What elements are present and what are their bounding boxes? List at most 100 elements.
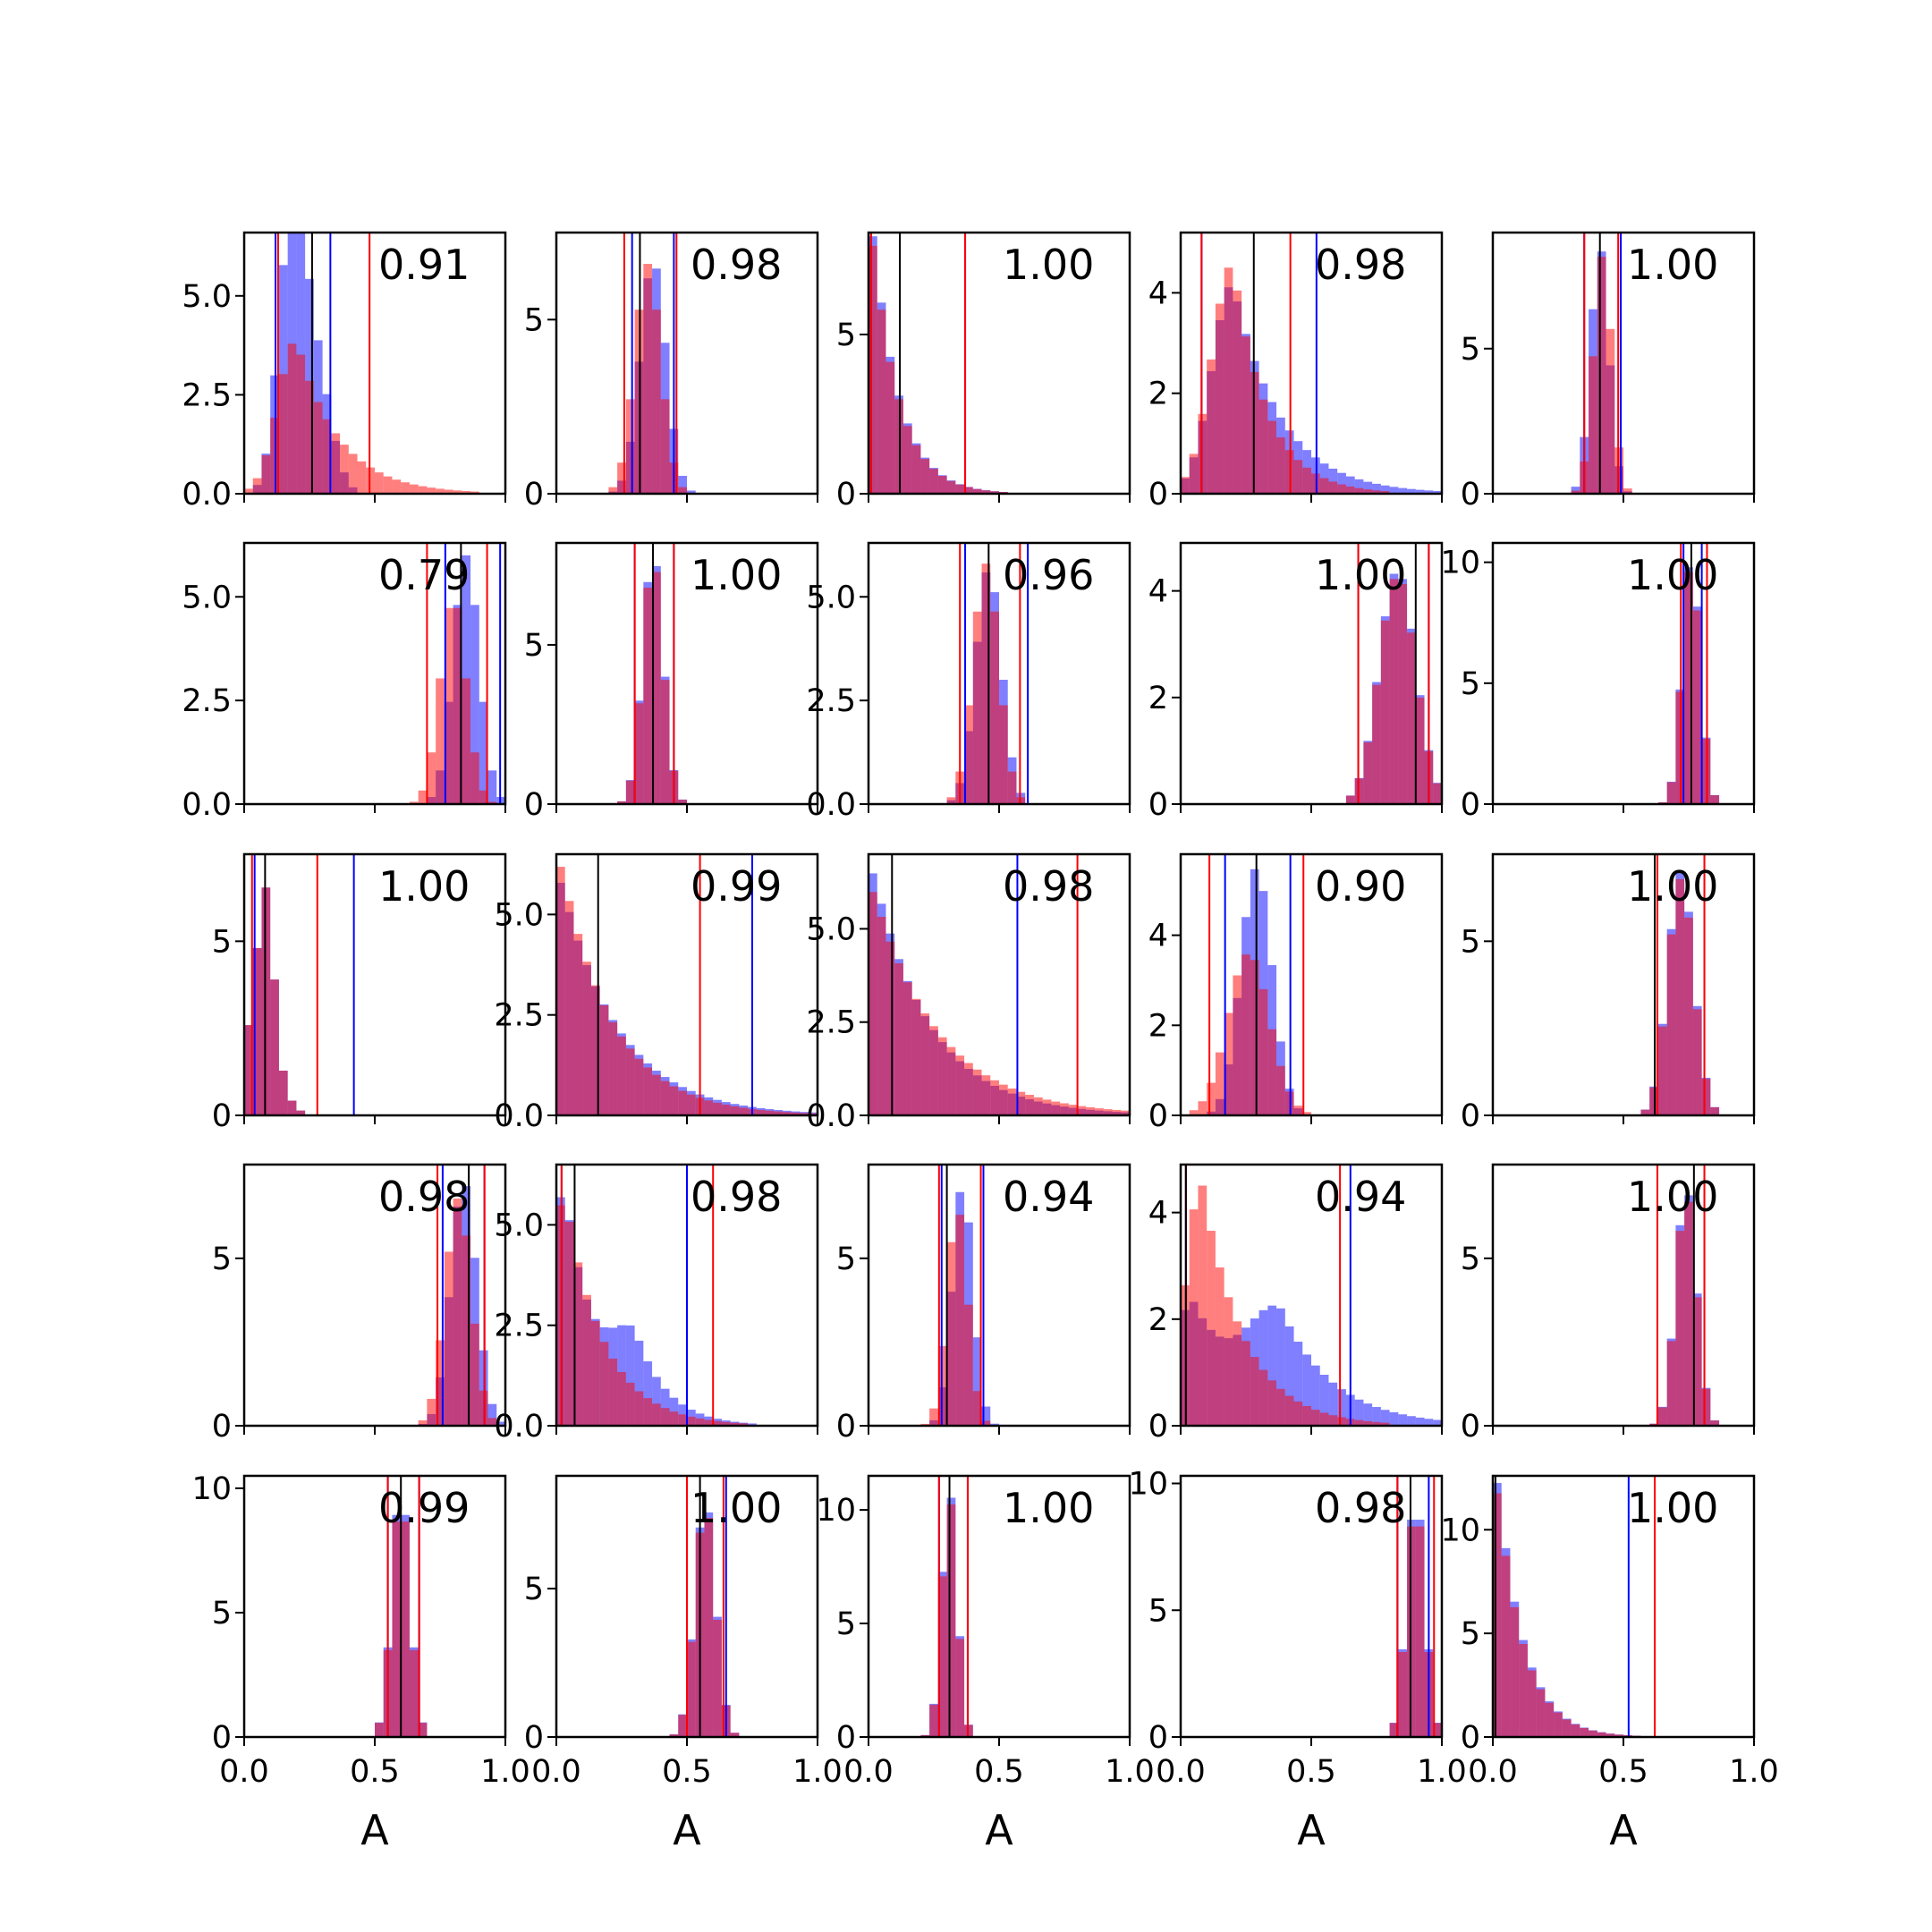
score-label: 0.98: [1003, 862, 1094, 911]
panel-1-5: 051.00: [1461, 231, 1756, 513]
score-label: 1.00: [1627, 551, 1718, 599]
hist-bar-red: [1233, 290, 1242, 494]
hist-bar-red: [470, 1323, 479, 1426]
hist-bar-red: [1258, 399, 1268, 494]
hist-bar-red: [1293, 1401, 1303, 1426]
hist-bar-red: [1060, 1103, 1069, 1115]
x-tick-label: 1.0: [480, 1754, 530, 1790]
hist-bar-blue: [1284, 1326, 1294, 1426]
hist-bar-blue: [1328, 468, 1338, 494]
hist-bar-red: [1363, 1420, 1373, 1426]
hist-bar-red: [409, 801, 419, 804]
hist-bar-red: [1302, 1405, 1311, 1426]
hist-bar-red: [1016, 1091, 1026, 1115]
hist-bar-red: [678, 1414, 687, 1426]
hist-bar-blue: [1319, 1374, 1329, 1426]
y-tick-label: 0: [212, 1098, 232, 1134]
hist-bar-red: [1692, 1297, 1702, 1426]
y-tick-label: 0: [836, 1720, 856, 1756]
y-tick-label: 4: [1148, 919, 1168, 954]
hist-bar-red: [1103, 1109, 1113, 1115]
hist-bar-red: [1666, 1341, 1676, 1426]
hist-bar-red: [990, 1080, 999, 1115]
x-axis-label: A: [360, 1806, 389, 1854]
hist-bar-blue: [678, 476, 687, 494]
hist-bar-red: [1207, 359, 1216, 494]
hist-bar-red: [886, 361, 895, 494]
hist-bar-red: [1328, 481, 1338, 494]
score-label: 0.98: [378, 1173, 470, 1221]
panel-2-2: 051.00: [524, 541, 819, 823]
score-label: 0.94: [1003, 1173, 1094, 1221]
hist-bar-red: [305, 380, 314, 494]
hist-bar-red: [375, 472, 384, 494]
y-tick-label: 10: [1440, 546, 1480, 581]
hist-bar-red: [1086, 1106, 1096, 1115]
x-tick-label: 1.0: [792, 1754, 843, 1790]
y-tick-label: 2: [1148, 1302, 1168, 1338]
hist-bar-red: [1623, 488, 1632, 494]
y-tick-label: 0: [1148, 1098, 1168, 1134]
hist-bar-red: [1302, 1112, 1311, 1115]
hist-bar-red: [955, 484, 965, 494]
hist-bar-red: [955, 1639, 965, 1737]
hist-bar-red: [964, 705, 973, 804]
hist-bar-red: [1710, 795, 1720, 804]
hist-bar-blue: [1433, 490, 1442, 494]
hist-bar-red: [946, 480, 956, 494]
hist-bar-red: [1337, 1417, 1346, 1426]
hist-bar-red: [261, 454, 271, 494]
x-tick-label: 0.0: [219, 1754, 269, 1790]
hist-bar-red: [599, 1004, 609, 1115]
hist-bar-red: [278, 374, 288, 494]
hist-bar-red: [1684, 572, 1693, 804]
hist-bar-red: [1042, 1099, 1052, 1115]
hist-bar-red: [296, 354, 306, 494]
hist-bar-red: [1311, 1410, 1320, 1426]
hist-bar-red: [418, 790, 428, 804]
hist-bar-red: [409, 1649, 419, 1737]
hist-bar-red: [582, 1294, 591, 1426]
hist-bar-red: [877, 309, 886, 494]
panel-5-5: 0 5 10 0.0 0.5 1.0 1.00 A: [1440, 1474, 1779, 1854]
hist-bar-blue: [687, 490, 696, 494]
hist-bar-red: [783, 1112, 792, 1115]
y-tick-label: 10: [191, 1471, 232, 1507]
hist-bar-red: [791, 1112, 801, 1115]
hist-bar-red: [955, 1215, 965, 1426]
hist-bar-red: [487, 801, 497, 804]
hist-bar-red: [608, 1021, 618, 1115]
hist-bar-red: [877, 917, 886, 1115]
hist-bar-red: [1372, 684, 1381, 804]
hist-bar-blue: [470, 605, 479, 804]
hist-bar-red: [955, 1055, 965, 1115]
score-label: 1.00: [1627, 862, 1718, 911]
x-tick-label: 1.0: [1105, 1754, 1155, 1790]
hist-bar-red: [625, 780, 635, 804]
hist-bar-red: [1398, 1651, 1408, 1737]
hist-bar-red: [436, 678, 445, 804]
hist-bar-red: [1233, 975, 1242, 1115]
y-tick-label: 5.0: [182, 580, 232, 615]
x-axis-label: A: [1609, 1806, 1638, 1854]
hist-bar-blue: [1571, 487, 1580, 494]
y-tick-label: 0: [836, 477, 856, 513]
hist-bar-blue: [625, 1325, 635, 1426]
hist-bar-red: [1571, 490, 1580, 494]
y-tick-label: 2.5: [182, 683, 232, 719]
panel-5-1: 0 5 10 0.0 0.5 1.0 0.99 A: [191, 1471, 530, 1854]
hist-bar-red: [1398, 584, 1408, 804]
hist-bar-red: [625, 399, 635, 494]
y-tick-label: 2.5: [494, 1309, 544, 1344]
hist-bar-blue: [748, 1423, 757, 1426]
hist-bar-blue: [487, 770, 497, 804]
hist-bar-red: [920, 1013, 930, 1115]
hist-bar-red: [721, 1421, 731, 1426]
hist-bar-red: [1597, 257, 1606, 494]
panel-3-1: 051.00: [212, 852, 507, 1134]
hist-bar-red: [774, 1111, 784, 1115]
hist-bar-red: [470, 752, 479, 804]
hist-bar-red: [1606, 1733, 1615, 1737]
hist-bar-red: [929, 1408, 938, 1426]
hist-bar-red: [721, 1105, 731, 1115]
